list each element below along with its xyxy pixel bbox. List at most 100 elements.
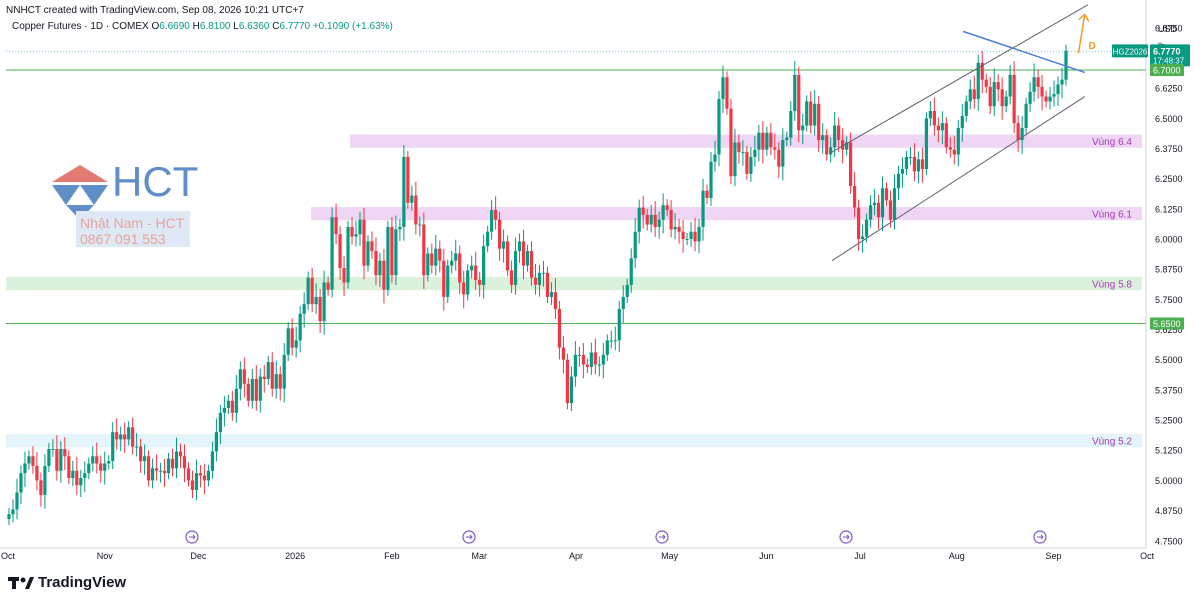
candle-body: [314, 296, 318, 305]
candle-body: [366, 241, 370, 266]
candle-body: [338, 234, 342, 268]
candle-body: [182, 456, 187, 469]
candle-body: [549, 292, 554, 297]
candle-body: [318, 296, 322, 322]
candle-body: [71, 470, 75, 478]
candle-body: [892, 188, 897, 220]
y-axis[interactable]: 6.87506.75006.62506.50006.37506.25006.12…: [1155, 23, 1183, 546]
candle-body: [446, 265, 450, 297]
candle-body: [119, 434, 123, 440]
footer-brand[interactable]: TradingView: [8, 574, 126, 591]
x-tick-label: Jul: [854, 551, 866, 561]
candle-body: [864, 219, 869, 237]
projection-arrow: [1077, 14, 1086, 54]
zone-band: [6, 433, 1142, 448]
candle-body: [944, 123, 948, 148]
y-tick-label: 6.0000: [1155, 234, 1183, 244]
candle-body: [781, 140, 785, 167]
channel-lower-line: [831, 96, 1086, 262]
candle-body: [127, 427, 131, 440]
event-arrow-icon: [659, 534, 666, 540]
y-tick-label: 4.7500: [1155, 536, 1183, 546]
candle-body: [845, 142, 849, 150]
candle-body: [190, 480, 195, 491]
candle-body: [577, 354, 581, 356]
candle-body: [166, 458, 171, 474]
currency-label[interactable]: USD: [1158, 24, 1178, 34]
candle-body: [426, 253, 430, 276]
zone-label: Vùng 5.8: [1092, 280, 1132, 291]
candle-body: [701, 190, 705, 227]
candle-body: [406, 156, 410, 203]
candle-body: [242, 369, 246, 384]
candle-body: [645, 214, 649, 225]
x-tick-label: Aug: [949, 551, 965, 561]
candle-body: [745, 152, 749, 174]
candle-body: [733, 142, 737, 177]
candle-body: [23, 463, 27, 474]
candle-body: [932, 111, 936, 126]
candle-body: [888, 200, 893, 220]
candle-body: [1056, 84, 1060, 95]
open-value: 6.6690: [159, 21, 190, 32]
candle-body: [769, 132, 773, 148]
candle-body: [1036, 77, 1040, 87]
candle-body: [250, 379, 254, 401]
candle-body: [825, 135, 829, 155]
countdown-label: 17:48:37: [1153, 56, 1185, 65]
candle-body: [677, 226, 681, 232]
candle-body: [302, 304, 306, 314]
candle-body: [218, 412, 222, 433]
candle-body: [478, 280, 482, 285]
candle-body: [920, 159, 925, 169]
candle-body: [322, 282, 326, 322]
zone-band: [311, 207, 1142, 221]
candle-body: [286, 328, 290, 355]
candle-body: [785, 137, 789, 141]
candle-body: [980, 62, 984, 80]
candle-body: [402, 156, 406, 227]
candle-body: [462, 282, 466, 295]
resistance-trendline: [962, 30, 1085, 74]
candle-body: [198, 473, 203, 476]
candle-body: [95, 456, 99, 464]
candle-body: [1008, 74, 1012, 97]
candle-body: [11, 509, 15, 515]
candle-body: [673, 226, 677, 230]
symbol-label[interactable]: Copper Futures · 1D · COMEX: [12, 21, 149, 32]
y-tick-label: 6.2500: [1155, 174, 1183, 184]
candle-body: [988, 86, 992, 107]
candle-body: [47, 449, 51, 466]
candle-body: [270, 362, 274, 389]
y-tick-label: 6.6250: [1155, 84, 1183, 94]
x-axis[interactable]: Oct Nov Dec 2026 Feb Mar Apr May Jun Jul Aug Sep Oct: [1, 551, 1155, 561]
candle-body: [170, 458, 175, 469]
candle-body: [525, 251, 530, 266]
candle-body: [147, 456, 151, 481]
footer-brand-label: TradingView: [38, 574, 127, 591]
y-tick-label: 5.3750: [1155, 385, 1183, 395]
zone-label: Vùng 5.2: [1092, 437, 1132, 448]
candle-body: [354, 234, 358, 237]
candle-body: [517, 241, 522, 252]
candle-body: [613, 340, 617, 342]
watermark-line1: Nhật Nam - HCT: [80, 215, 185, 231]
candle-body: [912, 156, 917, 172]
candle-body: [1040, 86, 1044, 97]
y-tick-label: 5.1250: [1155, 446, 1183, 456]
candle-body: [713, 154, 717, 162]
candle-body: [374, 251, 378, 276]
candle-body: [872, 202, 877, 206]
candle-body: [150, 468, 155, 481]
candle-body: [904, 156, 909, 169]
candle-body: [282, 354, 286, 389]
candle-body: [386, 226, 390, 290]
candle-body: [19, 473, 23, 493]
hlines-layer: [6, 50, 1146, 324]
candle-body: [1064, 50, 1068, 80]
candle-body: [705, 190, 709, 198]
x-tick-label: Apr: [569, 551, 583, 561]
candle-body: [174, 451, 179, 469]
y-tick-label: 4.8750: [1155, 506, 1183, 516]
